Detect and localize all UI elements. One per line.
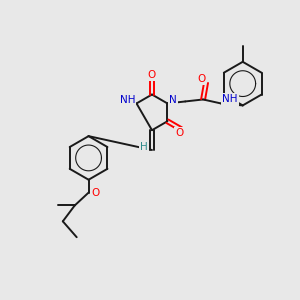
Text: O: O — [197, 74, 205, 84]
Text: NH: NH — [120, 95, 135, 106]
Text: O: O — [92, 188, 100, 198]
Text: NH: NH — [222, 94, 238, 104]
Text: N: N — [169, 95, 177, 106]
Text: O: O — [148, 70, 156, 80]
Text: O: O — [175, 128, 183, 138]
Text: H: H — [140, 142, 148, 152]
